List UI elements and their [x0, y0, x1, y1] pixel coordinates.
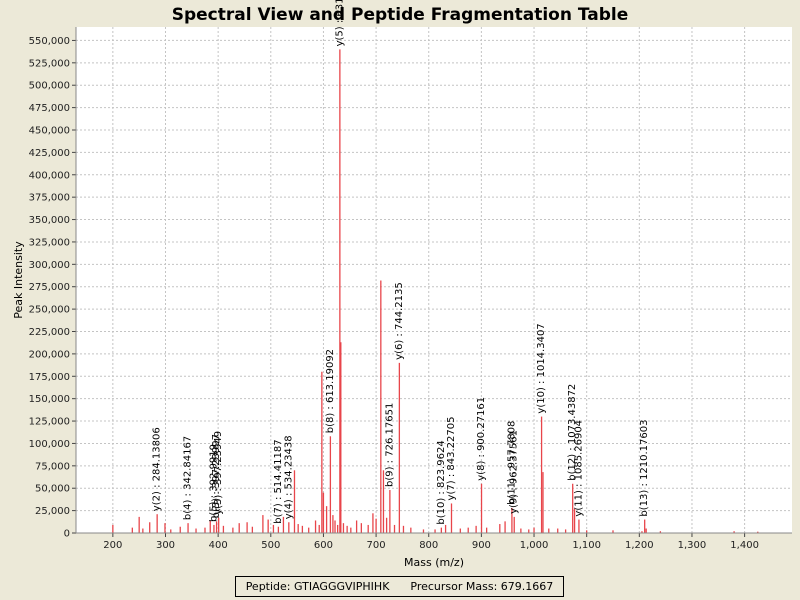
y-tick-label: 425,000 — [29, 148, 70, 159]
x-tick-label: 400 — [209, 540, 228, 551]
y-tick-label: 475,000 — [29, 103, 70, 114]
y-axis-label: Peak Intensity — [12, 241, 25, 319]
peptide-info-box: Peptide: GTIAGGGVIPHIHK Precursor Mass: … — [235, 576, 564, 597]
y-tick-label: 450,000 — [29, 125, 70, 136]
x-tick-label: 300 — [156, 540, 175, 551]
y-tick-label: 525,000 — [29, 58, 70, 69]
peak-annotation: b(13) : 1210.17603 — [639, 420, 650, 517]
y-tick-label: 225,000 — [29, 327, 70, 338]
y-tick-label: 375,000 — [29, 193, 70, 204]
peak-annotation: y(5) : 631.20447 — [334, 0, 345, 46]
x-tick-label: 500 — [261, 540, 280, 551]
y-tick-label: 0 — [64, 529, 70, 540]
peak-annotation: y(8) : 900.27161 — [476, 397, 487, 481]
y-tick-label: 100,000 — [29, 439, 70, 450]
y-tick-label: 50,000 — [35, 484, 70, 495]
plot-area — [76, 27, 792, 533]
peak-annotation: b(4) : 342.84167 — [183, 436, 194, 520]
y-tick-label: 150,000 — [29, 394, 70, 405]
x-tick-label: 1,400 — [730, 540, 759, 551]
gridlines — [76, 27, 792, 533]
axes: 0 25,000 50,000 75,000 100,000 125,000 150,000… — [29, 27, 792, 551]
y-tick-label: 125,000 — [29, 417, 70, 428]
peak-annotation: y(7) : 843.22705 — [446, 417, 457, 501]
peak-annotation: b(9) : 726.17651 — [384, 403, 395, 487]
x-tick-label: 1,000 — [520, 540, 549, 551]
y-tick-label: 200,000 — [29, 349, 70, 360]
x-tick-label: 800 — [419, 540, 438, 551]
y-tick-label: 275,000 — [29, 282, 70, 293]
peak-annotation: y(3) : 397.23949 — [213, 431, 224, 515]
x-tick-label: 1,100 — [572, 540, 601, 551]
y-tick-label: 250,000 — [29, 305, 70, 316]
spectrum-chart: Spectral View and Peptide Fragmentation … — [12, 0, 792, 569]
y-tick-label: 500,000 — [29, 81, 70, 92]
peak-annotation: y(6) : 744.2135 — [394, 282, 405, 360]
peak-annotation: y(10) : 1014.3407 — [536, 323, 547, 413]
x-tick-label: 1,300 — [678, 540, 707, 551]
x-tick-label: 200 — [103, 540, 122, 551]
y-tick-label: 325,000 — [29, 237, 70, 248]
peak-annotation: b(7) : 514.41187 — [273, 439, 284, 523]
y-tick-label: 75,000 — [35, 461, 70, 472]
y-tick-label: 300,000 — [29, 260, 70, 271]
peaks — [112, 49, 759, 533]
x-axis-label: Mass (m/z) — [404, 556, 464, 569]
y-tick-label: 400,000 — [29, 170, 70, 181]
x-tick-label: 600 — [314, 540, 333, 551]
peak-annotation: b(5) : 392.9919 — [208, 444, 219, 522]
peak-annotation: b(10) : 823.9624 — [436, 440, 447, 524]
peak-annotations: y(2) : 284.13806 b(4) : 342.84167 b(5) : 3… — [152, 0, 651, 525]
peak-annotation: y(4) : 534.23438 — [283, 435, 294, 519]
peak-annotation: y(11) : 1085.26904 — [573, 420, 584, 517]
peak-annotation: y(2) : 284.13806 — [152, 427, 163, 511]
peptide-label: Peptide: GTIAGGGVIPHIHK — [245, 580, 390, 593]
x-tick-label: 700 — [367, 540, 386, 551]
chart-title: Spectral View and Peptide Fragmentation … — [172, 5, 629, 25]
y-tick-label: 25,000 — [35, 506, 70, 517]
precursor-mass-label: Precursor Mass: 679.1667 — [410, 580, 554, 593]
peak-annotation: b(3) : 397.23997 — [211, 434, 222, 518]
peak-annotation: b(8) : 613.19092 — [325, 349, 336, 433]
y-tick-label: 175,000 — [29, 372, 70, 383]
x-tick-label: 1,200 — [625, 540, 654, 551]
y-tick-label: 350,000 — [29, 215, 70, 226]
peak-annotation: b(12) : 1073.43872 — [567, 384, 578, 481]
x-tick-label: 900 — [472, 540, 491, 551]
peak-annotation: b(11) : 957.7808 — [506, 421, 517, 505]
peak-annotation: y(9) : 962.37561 — [509, 430, 520, 514]
y-tick-label: 550,000 — [29, 36, 70, 47]
